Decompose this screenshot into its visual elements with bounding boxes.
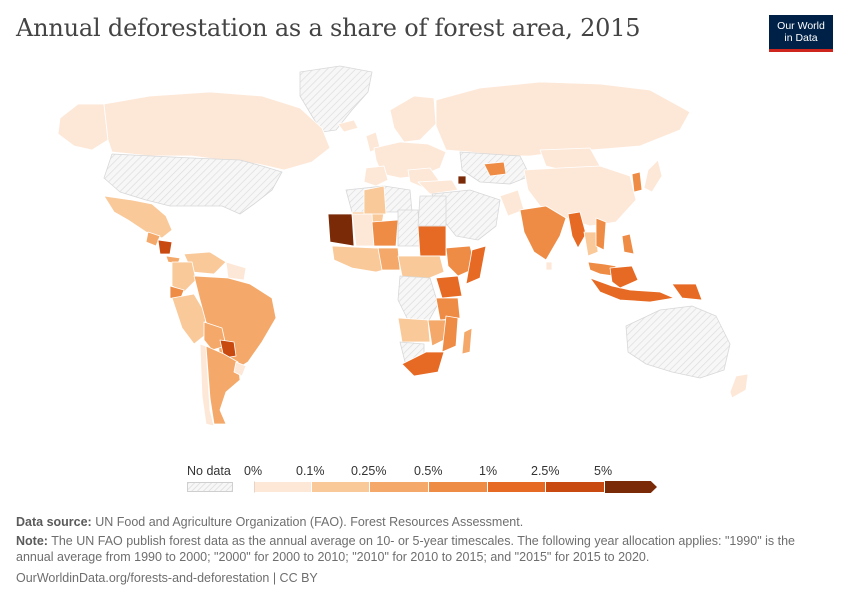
country-somalia[interactable]	[465, 245, 487, 285]
country-colombia[interactable]	[171, 261, 197, 293]
country-nicaragua[interactable]	[157, 239, 173, 255]
country-uganda-kenya[interactable]	[435, 275, 463, 299]
country-central-africa[interactable]	[397, 255, 445, 283]
country-korea[interactable]	[631, 171, 643, 193]
legend-tick-5: 2.5%	[531, 464, 560, 478]
country-tanzania[interactable]	[435, 297, 461, 321]
country-sri-lanka[interactable]	[545, 261, 553, 271]
country-india[interactable]	[519, 205, 567, 261]
legend-bin-1[interactable]	[312, 481, 370, 493]
country-new-zealand[interactable]	[729, 373, 749, 399]
note-text: The UN FAO publish forest data as the an…	[16, 534, 795, 564]
country-uruguay[interactable]	[233, 361, 247, 377]
legend-nodata-label: No data	[187, 464, 231, 478]
legend-bin-4[interactable]	[488, 481, 546, 493]
country-madagascar[interactable]	[461, 327, 473, 355]
country-paraguay[interactable]	[219, 339, 237, 359]
country-greenland[interactable]	[299, 65, 373, 133]
country-chad[interactable]	[397, 209, 421, 247]
legend-tick-3: 0.5%	[414, 464, 443, 478]
country-guatemala[interactable]	[145, 231, 161, 247]
world-map	[57, 65, 749, 427]
legend-bin-6[interactable]	[605, 481, 657, 493]
legend-bin-3[interactable]	[429, 481, 488, 493]
legend-tick-2: 0.25%	[351, 464, 387, 478]
chart-title: Annual deforestation as a share of fores…	[16, 14, 641, 42]
country-borneo[interactable]	[609, 265, 639, 289]
country-mauritania[interactable]	[327, 213, 355, 247]
note-label: Note:	[16, 534, 48, 548]
country-niger[interactable]	[371, 219, 399, 247]
legend-tick-0: 0%	[244, 464, 263, 478]
country-papua-new-guinea[interactable]	[671, 283, 703, 301]
legend-tick-4: 1%	[479, 464, 498, 478]
owid-logo[interactable]: Our World in Data	[769, 15, 833, 52]
country-alaska[interactable]	[57, 103, 109, 151]
country-azerbaijan[interactable]	[457, 175, 467, 185]
country-mexico[interactable]	[103, 195, 173, 239]
legend-bin-2[interactable]	[370, 481, 429, 493]
legend-tick-1: 0.1%	[296, 464, 325, 478]
country-libya[interactable]	[363, 185, 387, 215]
country-congo[interactable]	[397, 275, 439, 323]
data-source-label: Data source:	[16, 515, 92, 529]
country-nigeria[interactable]	[377, 247, 401, 271]
country-angola[interactable]	[397, 317, 431, 343]
country-egypt[interactable]	[417, 195, 447, 227]
legend-bin-0[interactable]	[254, 481, 312, 493]
legend-bin-5[interactable]	[546, 481, 605, 493]
country-thailand[interactable]	[583, 231, 599, 257]
country-tajikistan[interactable]	[483, 161, 507, 177]
country-philippines[interactable]	[621, 233, 635, 255]
country-mali[interactable]	[351, 213, 375, 247]
country-russia[interactable]	[435, 81, 691, 157]
country-canada[interactable]	[103, 91, 331, 171]
country-vietnam[interactable]	[595, 217, 607, 251]
country-guyana[interactable]	[225, 261, 247, 281]
country-australia[interactable]	[625, 305, 731, 379]
country-japan[interactable]	[643, 159, 663, 193]
country-iceland[interactable]	[337, 119, 359, 133]
country-indonesia[interactable]	[589, 277, 675, 303]
country-brazil[interactable]	[193, 275, 277, 373]
country-sudan[interactable]	[417, 225, 447, 257]
country-united-states[interactable]	[103, 153, 283, 215]
logo-line-2: in Data	[784, 32, 818, 44]
logo-line-1: Our World	[777, 20, 825, 32]
source-url[interactable]: OurWorldinData.org/forests-and-deforesta…	[16, 571, 318, 585]
data-source-text: UN Food and Agriculture Organization (FA…	[95, 515, 524, 529]
country-scandinavia[interactable]	[389, 95, 437, 143]
note: Note: The UN FAO publish forest data as …	[16, 533, 826, 565]
data-source: Data source: UN Food and Agriculture Org…	[16, 514, 523, 530]
legend-nodata-swatch	[187, 482, 233, 492]
country-myanmar[interactable]	[567, 211, 587, 249]
country-argentina[interactable]	[205, 345, 241, 425]
country-iberia[interactable]	[363, 165, 389, 187]
country-south-africa[interactable]	[401, 351, 445, 377]
country-turkey[interactable]	[417, 179, 459, 195]
country-mozambique[interactable]	[441, 315, 459, 353]
legend-tick-6: 5%	[594, 464, 613, 478]
